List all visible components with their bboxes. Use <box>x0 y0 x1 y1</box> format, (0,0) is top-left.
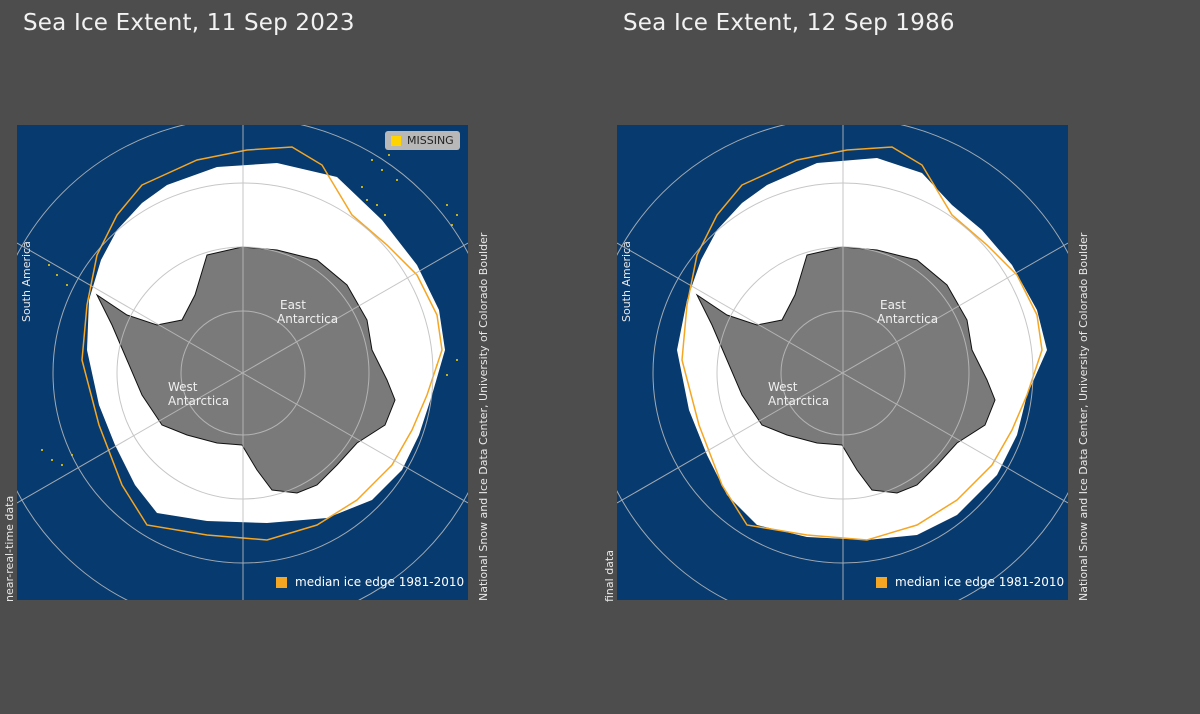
data-status-label: final data <box>603 550 616 602</box>
west-antarctica-label-line2: Antarctica <box>768 394 829 408</box>
median-ice-edge <box>81 146 443 541</box>
map-svg: East Antarctica West Antarctica <box>17 125 468 600</box>
south-america-label: South America <box>20 241 33 322</box>
median-legend: median ice edge 1981-2010 <box>276 575 464 589</box>
west-antarctica-label-line2: Antarctica <box>168 394 229 408</box>
median-swatch <box>876 576 887 588</box>
data-status-label: near-real-time data <box>3 495 16 602</box>
panel-2023: Sea Ice Extent, 11 Sep 2023 <box>3 10 490 602</box>
missing-swatch <box>391 135 401 146</box>
antarctica-land <box>95 246 396 494</box>
sea-ice-map: East Antarctica West Antarctica <box>17 125 468 600</box>
map-title: Sea Ice Extent, 12 Sep 1986 <box>623 10 955 36</box>
median-label: median ice edge 1981-2010 <box>295 575 465 589</box>
south-america-label: South America <box>620 241 633 322</box>
sea-ice-map: East Antarctica West Antarctica <box>617 125 1068 600</box>
credit-label: National Snow and Ice Data Center, Unive… <box>1077 232 1090 601</box>
map-svg: East Antarctica West Antarctica <box>617 125 1068 600</box>
median-label: median ice edge 1981-2010 <box>895 575 1065 589</box>
median-ice-edge <box>681 146 1043 541</box>
east-antarctica-label-line2: Antarctica <box>277 312 338 326</box>
median-legend: median ice edge 1981-2010 <box>876 575 1064 589</box>
missing-label: MISSING <box>407 134 454 147</box>
median-swatch <box>276 576 287 588</box>
credit-label: National Snow and Ice Data Center, Unive… <box>477 232 490 601</box>
graticule <box>17 125 468 600</box>
east-antarctica-label-line1: East <box>280 298 306 312</box>
map-title: Sea Ice Extent, 11 Sep 2023 <box>23 10 355 36</box>
missing-legend: MISSING <box>385 131 460 150</box>
west-antarctica-label-line1: West <box>768 380 798 394</box>
east-antarctica-label-line1: East <box>880 298 906 312</box>
antarctica-land <box>695 246 996 494</box>
west-antarctica-label-line1: West <box>168 380 198 394</box>
east-antarctica-label-line2: Antarctica <box>877 312 938 326</box>
panel-1986: Sea Ice Extent, 12 Sep 1986 East Antarct… <box>600 0 1200 714</box>
graticule <box>617 125 1068 600</box>
